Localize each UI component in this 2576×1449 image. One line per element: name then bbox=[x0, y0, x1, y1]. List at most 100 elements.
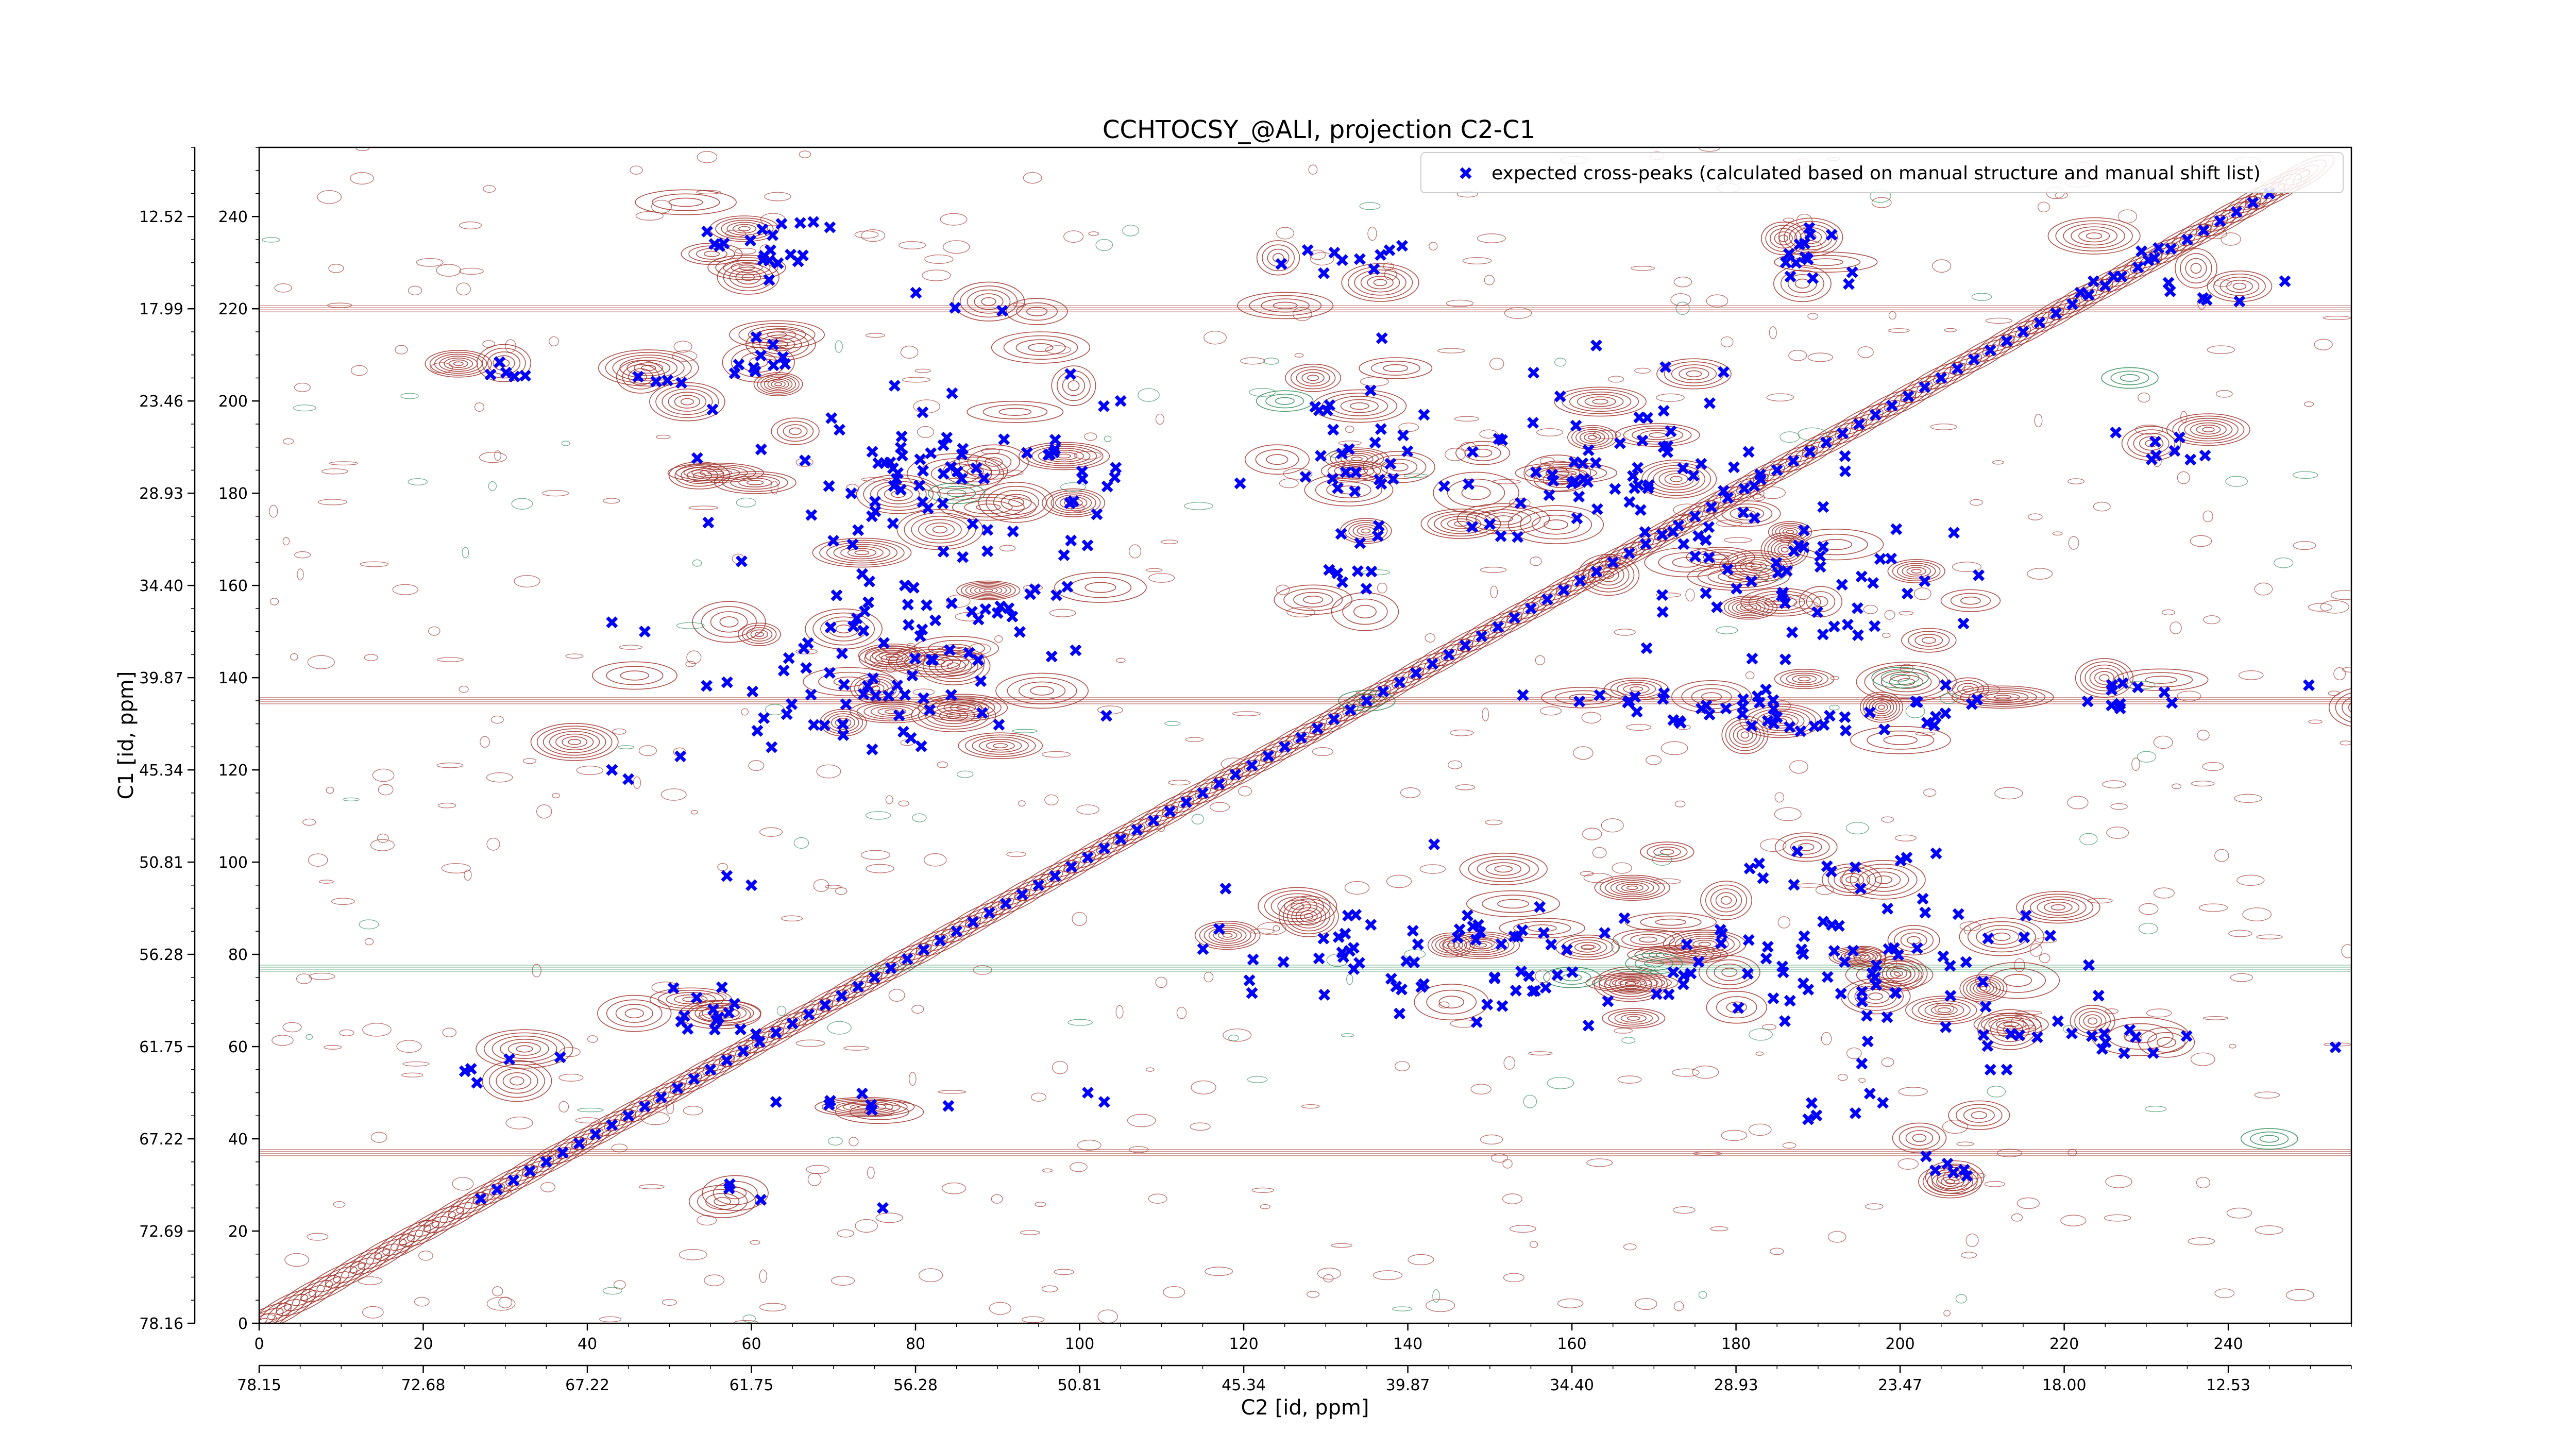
contour-line bbox=[1706, 959, 1753, 985]
contour-line bbox=[1275, 397, 1295, 405]
contour-noise bbox=[2093, 501, 2111, 512]
contour-noise bbox=[362, 1023, 392, 1037]
cross-peak-marker bbox=[851, 612, 863, 625]
cross-peak-marker bbox=[1571, 512, 1583, 525]
cross-peak-marker bbox=[2166, 697, 2178, 709]
contour-line bbox=[2015, 316, 2048, 338]
contour-line bbox=[1784, 221, 1838, 254]
contour-noise bbox=[1490, 585, 1498, 599]
contour-line bbox=[1740, 603, 1757, 612]
contour-noise bbox=[1221, 757, 1247, 771]
cross-peak-marker bbox=[540, 1156, 552, 1168]
contour-line bbox=[1473, 621, 1506, 642]
contour-line bbox=[1290, 366, 1336, 390]
cross-peak-marker bbox=[1657, 405, 1670, 417]
x-ppm-tick-label: 56.28 bbox=[893, 1376, 938, 1394]
contour-line bbox=[1911, 568, 1922, 574]
contour-noise bbox=[2161, 609, 2176, 616]
contour-noise bbox=[989, 1302, 1011, 1315]
cross-peak-marker bbox=[1856, 995, 1868, 1007]
contour-noise bbox=[1446, 299, 1473, 307]
contour-line bbox=[2086, 232, 2103, 240]
contour-line bbox=[983, 588, 993, 593]
contour-line bbox=[738, 264, 755, 271]
contour-line bbox=[1892, 561, 1941, 582]
cross-peak-marker bbox=[1081, 539, 1094, 551]
cross-peak-marker bbox=[1076, 473, 1089, 485]
cross-peak-marker bbox=[1463, 478, 1475, 490]
contour-noise bbox=[282, 537, 290, 546]
y-ppm-tick-label: 45.34 bbox=[139, 762, 183, 780]
contour-line bbox=[1629, 686, 1643, 692]
cross-peak-marker bbox=[1350, 908, 1362, 921]
cross-peak-marker bbox=[1650, 988, 1663, 1000]
contour-line bbox=[1614, 1012, 1653, 1025]
contour-line bbox=[1859, 954, 1871, 962]
contour-noise bbox=[302, 818, 316, 826]
contour-line bbox=[259, 1307, 284, 1323]
legend-entry-label: expected cross-peaks (calculated based o… bbox=[1492, 163, 2261, 184]
cross-peak-marker bbox=[818, 719, 831, 732]
contour-noise bbox=[999, 469, 1024, 476]
contour-line bbox=[715, 257, 778, 278]
cross-peak-marker bbox=[2132, 261, 2144, 274]
contour-line bbox=[1466, 506, 1541, 532]
contour-line bbox=[333, 1252, 382, 1284]
contour-line bbox=[1736, 602, 1761, 613]
contour-line bbox=[500, 1039, 549, 1059]
cross-peak-marker bbox=[1780, 256, 1792, 268]
contour-noise bbox=[558, 1101, 569, 1113]
contour-noise bbox=[2010, 1016, 2025, 1030]
contour-line bbox=[2089, 667, 2120, 688]
cross-peak-marker bbox=[2106, 699, 2118, 712]
contour-line bbox=[826, 542, 898, 564]
contour-noise bbox=[1161, 540, 1179, 544]
contour-noise bbox=[1045, 345, 1071, 355]
contour-noise bbox=[1480, 566, 1507, 573]
cross-peak-marker bbox=[1870, 979, 1883, 991]
contour-line bbox=[850, 1104, 879, 1110]
cross-peak-marker bbox=[1335, 528, 1347, 540]
contour-noise bbox=[1774, 792, 1785, 803]
contour-noise bbox=[2029, 943, 2043, 957]
contour-noise bbox=[1148, 1193, 1167, 1204]
cross-peak-marker bbox=[1802, 983, 1815, 996]
cross-peak-marker bbox=[1050, 589, 1063, 601]
contour-line bbox=[835, 1100, 924, 1124]
contour-line bbox=[1296, 369, 1330, 387]
cross-peak-marker bbox=[701, 225, 713, 238]
contour-noise bbox=[2308, 719, 2323, 724]
cross-peak-marker bbox=[1802, 253, 1814, 265]
x-ppm-tick-label: 23.47 bbox=[1878, 1376, 1922, 1394]
cross-peak-marker bbox=[1512, 531, 1524, 543]
contour-line bbox=[1625, 953, 1683, 974]
contour-line bbox=[767, 379, 789, 390]
contour-noise bbox=[1634, 367, 1651, 374]
cross-peak-marker bbox=[1049, 443, 1061, 456]
contour-line bbox=[864, 1107, 895, 1117]
x-tick-label: 0 bbox=[254, 1335, 264, 1353]
cross-peak-marker bbox=[763, 255, 775, 267]
contour-line bbox=[1962, 976, 2004, 1001]
contour-line bbox=[2145, 676, 2177, 684]
contour-noise bbox=[2214, 849, 2229, 862]
contour-noise bbox=[2060, 1215, 2087, 1226]
contour-noise bbox=[364, 654, 378, 661]
contour-noise bbox=[542, 490, 569, 497]
cross-peak-marker bbox=[1509, 612, 1521, 624]
contour-noise bbox=[2314, 339, 2333, 350]
cross-peak-marker bbox=[983, 907, 995, 919]
contour-noise bbox=[1138, 388, 1160, 402]
cross-peak-marker bbox=[2136, 245, 2148, 258]
contour-line bbox=[667, 462, 765, 483]
contour-noise bbox=[364, 938, 374, 946]
cross-peak-marker bbox=[1573, 491, 1585, 503]
contour-noise bbox=[2191, 780, 2215, 787]
cross-peak-marker bbox=[951, 925, 963, 937]
contour-line bbox=[947, 662, 960, 670]
contour-noise bbox=[1301, 1104, 1320, 1109]
cross-peak-marker bbox=[972, 613, 985, 626]
contour-noise bbox=[1698, 1291, 1707, 1299]
contour-line bbox=[1786, 530, 1794, 534]
cross-peak-marker bbox=[852, 981, 865, 993]
